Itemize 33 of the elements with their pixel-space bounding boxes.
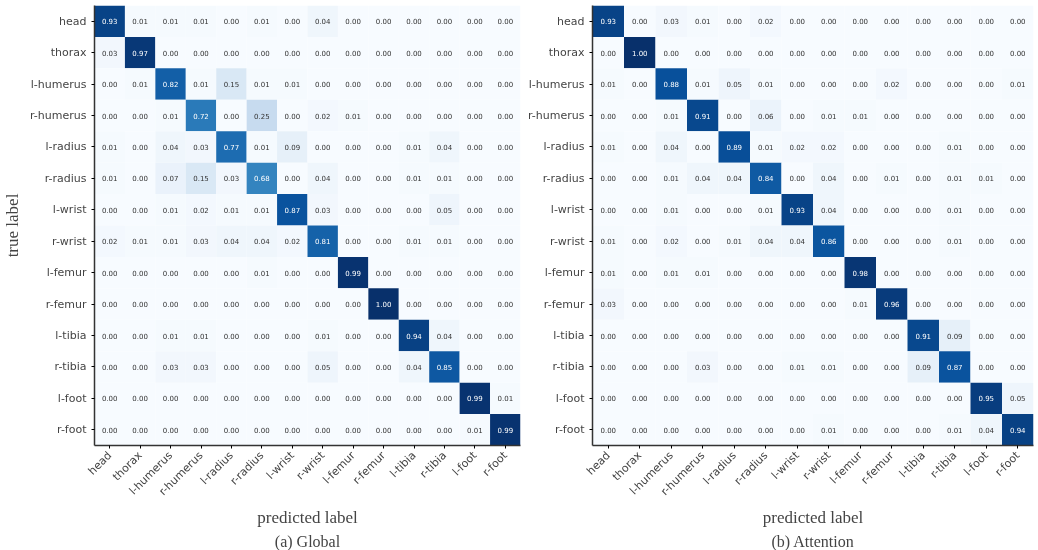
y-tick-label: r-foot bbox=[555, 423, 586, 437]
y-tick-label: l-foot bbox=[57, 391, 88, 405]
y-tick-label: r-foot bbox=[57, 423, 88, 437]
y-tick-label: l-humerus bbox=[528, 77, 585, 91]
y-tick-label: head bbox=[59, 14, 87, 28]
y-tick-label: l-foot bbox=[555, 391, 586, 405]
y-tick-label: l-tibia bbox=[55, 329, 87, 342]
y-tick-label: r-humerus bbox=[30, 109, 87, 122]
y-tick-label: r-femur bbox=[543, 297, 585, 311]
y-tick-label: r-wrist bbox=[52, 234, 88, 248]
x-axis-title: predicted label bbox=[762, 507, 864, 527]
y-tick-label: l-tibia bbox=[553, 329, 585, 342]
x-axis-title: predicted label bbox=[257, 507, 359, 527]
y-tick-label: r-femur bbox=[45, 297, 87, 311]
y-tick-label: r-radius bbox=[44, 171, 87, 185]
y-tick-label: l-humerus bbox=[30, 77, 87, 91]
y-axis-title: true label bbox=[3, 193, 23, 258]
y-tick-label: r-wrist bbox=[550, 234, 586, 248]
y-tick-label: r-radius bbox=[542, 171, 585, 185]
y-tick-label: thorax bbox=[50, 46, 87, 60]
y-tick-label: l-femur bbox=[46, 266, 87, 280]
y-tick-label: l-wrist bbox=[550, 203, 586, 217]
y-tick-label: r-tibia bbox=[552, 360, 585, 374]
y-tick-label: l-wrist bbox=[52, 203, 88, 217]
y-tick-label: r-humerus bbox=[528, 109, 585, 122]
y-tick-label: l-radius bbox=[543, 140, 585, 154]
y-tick-label: l-femur bbox=[544, 266, 585, 280]
y-tick-label: r-tibia bbox=[54, 360, 87, 374]
y-tick-label: l-radius bbox=[45, 140, 87, 154]
text: (b) Attention bbox=[771, 532, 854, 550]
y-tick-label: thorax bbox=[548, 46, 585, 60]
text: (a) Global bbox=[274, 532, 341, 550]
y-tick-label: head bbox=[557, 14, 585, 28]
